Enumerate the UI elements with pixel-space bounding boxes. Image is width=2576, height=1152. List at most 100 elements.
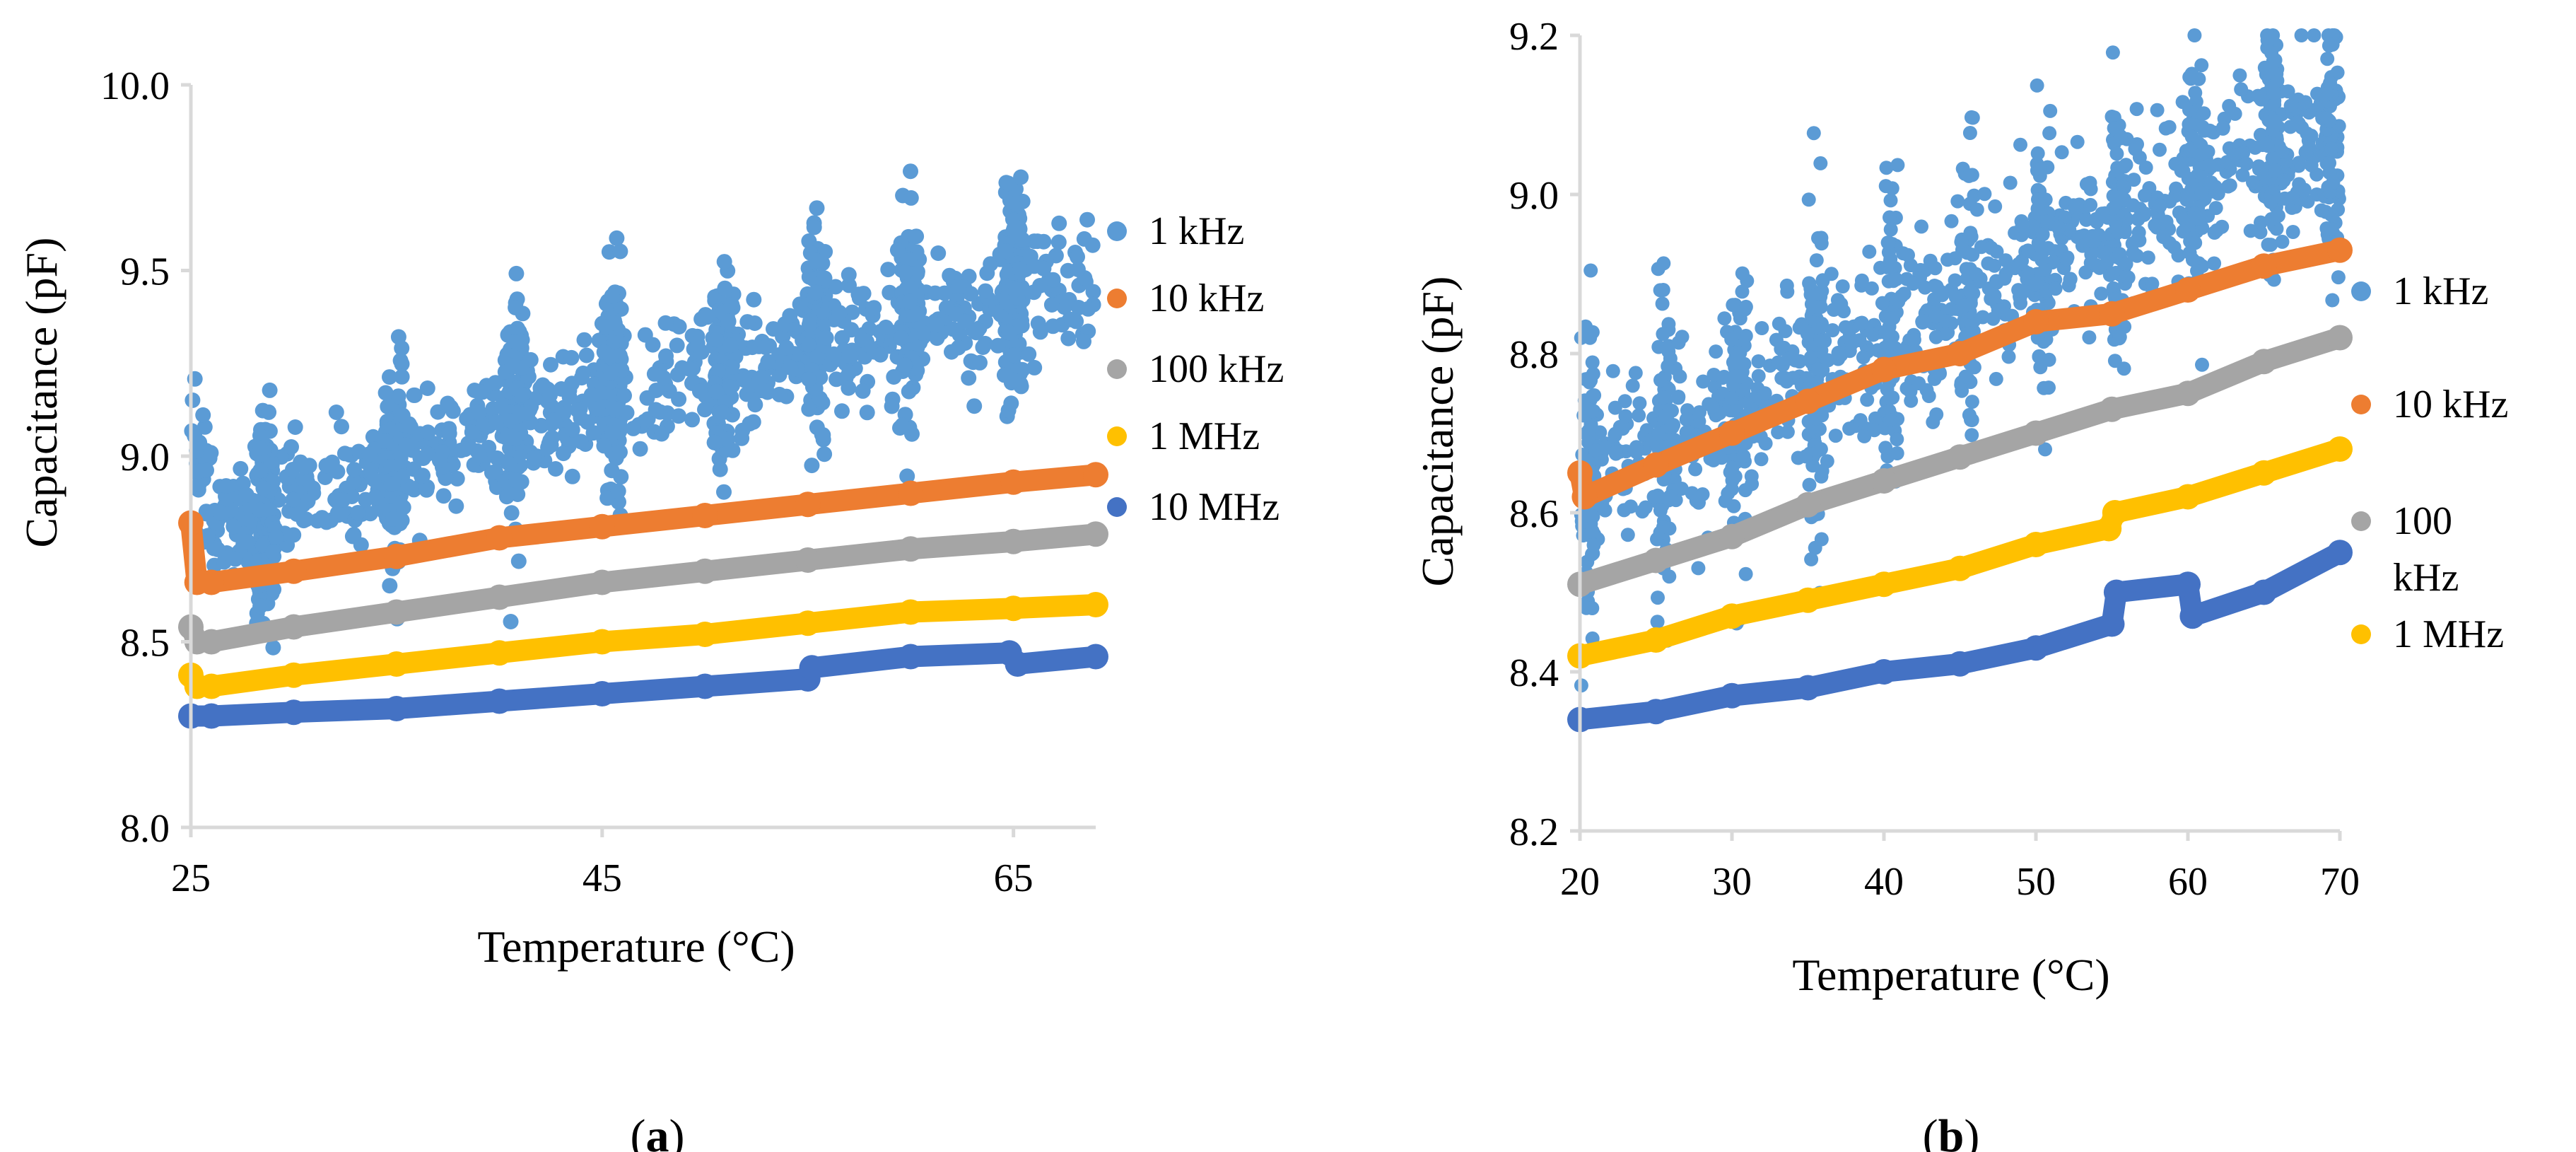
data-point [1795, 388, 1821, 414]
data-point [1948, 273, 1962, 288]
data-point [2003, 175, 2018, 190]
data-point [2194, 185, 2209, 200]
data-point [747, 397, 763, 413]
y-tick-label: 8.5 [120, 622, 170, 665]
data-point [1080, 301, 1096, 317]
data-point [2283, 98, 2298, 113]
data-point [1856, 350, 1870, 365]
series-trace [180, 523, 1106, 653]
data-point [1914, 219, 1928, 234]
data-point [605, 400, 621, 416]
data-point [1731, 356, 1745, 371]
panel-b-legend: 1 kHz 10 kHz 100 kHz 1 MHz [2351, 269, 2508, 656]
data-point [2023, 309, 2049, 334]
data-point [2141, 250, 2155, 265]
data-point [1083, 592, 1108, 617]
data-point [1814, 532, 1829, 547]
data-point [843, 322, 860, 338]
data-point [2221, 179, 2235, 194]
data-point [1751, 354, 1766, 368]
data-point [692, 558, 718, 584]
data-point [771, 367, 788, 383]
data-point [2117, 180, 2132, 195]
data-point [1804, 552, 1819, 566]
data-point [1834, 297, 1849, 311]
data-point [1803, 376, 1818, 391]
data-point [192, 434, 208, 450]
data-point [1735, 266, 1750, 281]
data-point [2001, 349, 2016, 364]
data-point [2013, 137, 2027, 152]
data-point [804, 458, 820, 474]
data-point [489, 450, 505, 466]
data-point [708, 383, 725, 400]
data-point [218, 478, 234, 494]
data-point [1903, 384, 1918, 399]
y-tick-label: 8.2 [1509, 810, 1559, 854]
data-point [522, 351, 539, 368]
data-point [604, 425, 621, 441]
data-point [681, 361, 697, 377]
series-10-mhz [1567, 540, 2353, 733]
data-point [2331, 270, 2346, 285]
data-point [612, 444, 628, 460]
data-point [486, 584, 513, 610]
data-point [2015, 219, 2030, 233]
data-point [1878, 179, 1893, 194]
data-point [795, 610, 821, 636]
data-point [855, 383, 871, 399]
data-point [2179, 603, 2206, 629]
data-point [1643, 699, 1669, 725]
data-point [809, 349, 826, 365]
data-point [1620, 528, 1635, 542]
data-point [654, 426, 669, 442]
data-point [252, 598, 269, 615]
panel-a-label: (a) [631, 1110, 685, 1152]
data-point [968, 325, 984, 341]
data-point [1021, 346, 1037, 362]
data-point [2042, 126, 2057, 141]
data-point [898, 536, 924, 562]
data-point [2299, 146, 2314, 161]
data-point [1001, 325, 1017, 341]
data-point [754, 369, 770, 385]
data-point [2132, 233, 2147, 248]
data-point [564, 421, 580, 438]
data-point [1000, 469, 1026, 495]
data-point [1781, 351, 1796, 366]
data-point [778, 339, 795, 356]
data-point [710, 363, 726, 379]
data-point [889, 242, 906, 258]
data-point [1662, 521, 1677, 536]
x-tick-label: 70 [2320, 860, 2360, 904]
data-point [583, 387, 599, 403]
data-point [894, 417, 911, 434]
data-point [771, 386, 788, 402]
data-point [350, 505, 365, 520]
y-tick-label: 8.4 [1509, 651, 1559, 695]
data-point [589, 569, 615, 595]
data-point [2324, 141, 2339, 156]
data-point [799, 655, 825, 681]
data-point [1984, 240, 1998, 255]
data-point [1632, 408, 1646, 423]
data-point [564, 468, 580, 484]
data-point [1013, 169, 1029, 185]
data-point [2126, 198, 2141, 213]
data-point [1798, 449, 1813, 464]
legend-label: 10 kHz [2393, 383, 2508, 426]
data-point [2099, 301, 2125, 327]
data-point [563, 349, 580, 366]
data-point [486, 688, 513, 714]
y-tick-label: 10.0 [100, 64, 170, 108]
data-point [448, 498, 464, 514]
data-point [613, 301, 629, 317]
data-point [1618, 409, 1633, 424]
data-point [1889, 272, 1904, 286]
legend-marker [1107, 221, 1127, 241]
data-point [886, 369, 902, 385]
data-point [816, 270, 833, 286]
data-point [2175, 380, 2201, 407]
data-point [1651, 590, 1665, 605]
data-point [2264, 211, 2279, 226]
